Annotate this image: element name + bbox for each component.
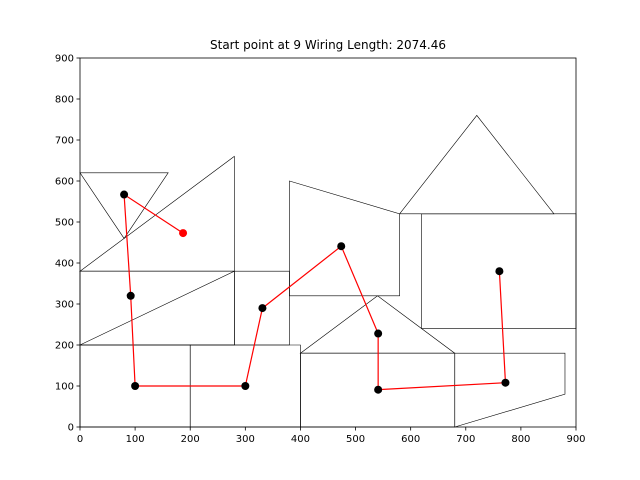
y-tick-label: 0: [68, 423, 74, 434]
x-axis: 0 100 200 300 400 500 600 700 800 900: [77, 427, 586, 445]
y-tick-label: 600: [55, 177, 74, 188]
y-tick-label: 500: [55, 218, 74, 229]
x-tick-label: 900: [566, 434, 585, 445]
y-tick-label: 800: [55, 95, 74, 106]
region-polygon: [454, 352, 566, 428]
x-tick-label: 0: [77, 434, 83, 445]
x-tick-label: 700: [456, 434, 475, 445]
x-tick-label: 400: [291, 434, 310, 445]
y-tick-label: 700: [55, 136, 74, 147]
x-tick-label: 600: [401, 434, 420, 445]
wiring-nodes: [120, 190, 510, 394]
y-tick-label: 400: [55, 259, 74, 270]
node-marker: [374, 385, 383, 394]
y-tick-label: 200: [55, 341, 74, 352]
start-point-marker: [179, 229, 188, 238]
x-tick-label: 800: [511, 434, 530, 445]
region-polygons: [79, 114, 577, 428]
node-marker: [126, 291, 135, 300]
region-polygon: [289, 180, 400, 297]
x-tick-label: 300: [236, 434, 255, 445]
node-marker: [337, 242, 346, 251]
node-marker: [120, 190, 129, 199]
x-tick-label: 200: [181, 434, 200, 445]
x-tick-label: 500: [346, 434, 365, 445]
y-tick-label: 900: [55, 54, 74, 65]
node-marker: [258, 304, 267, 313]
node-marker: [495, 267, 504, 276]
node-marker: [241, 382, 250, 390]
x-tick-label: 100: [126, 434, 145, 445]
y-tick-label: 100: [55, 382, 74, 393]
y-tick-label: 300: [55, 300, 74, 311]
node-marker: [501, 378, 510, 387]
plot-frame: [79, 57, 577, 428]
region-polygon: [79, 172, 169, 239]
chart-title: Start point at 9 Wiring Length: 2074.46: [210, 38, 446, 52]
node-marker: [374, 329, 383, 338]
node-marker: [131, 382, 140, 390]
y-axis: 0 100 200 300 400 500 600 700 800 900: [55, 54, 80, 434]
